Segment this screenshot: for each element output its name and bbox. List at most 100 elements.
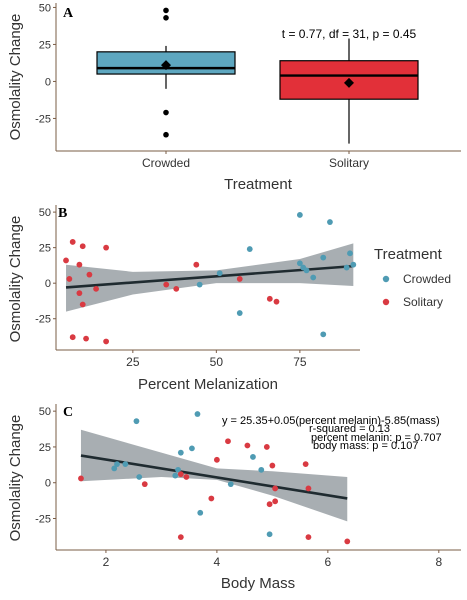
point-crowded [172,472,179,479]
y-tick-label: 50 [39,207,51,219]
point-solitary [269,462,276,469]
point-solitary [266,501,273,508]
point-solitary [263,444,270,450]
panel-b-points [63,212,357,345]
point-crowded [194,411,201,417]
point-solitary [93,285,99,292]
panel-c-annotation-melanin-p: percent melanin: p = 0.707 [311,432,442,444]
point-crowded [216,270,223,277]
panel-b-confidence-band [65,243,354,312]
panel-b-x-ticks: 25 50 75 [126,350,307,369]
x-tick-label: 50 [210,355,224,369]
y-tick-label: 50 [39,2,51,14]
panel-c-annotation-equation: y = 25.35+0.05(percent melanin)-5.85(mas… [222,415,440,427]
point-solitary [236,276,243,282]
point-crowded [320,331,327,338]
legend-swatch-solitary [382,298,390,306]
outlier-point [163,131,169,138]
point-crowded [111,465,118,472]
panel-c-confidence-band [80,429,348,522]
point-crowded [122,461,129,468]
point-solitary [76,261,83,268]
y-tick-label: 25 [39,442,51,454]
point-crowded [114,461,120,468]
panel-c-annotation-mass-p: body mass: p = 0.107 [313,440,418,452]
point-crowded [189,445,195,452]
mean-marker [344,77,354,88]
panel-c-y-ticks: -25 0 25 50 [35,406,56,526]
point-solitary [177,534,184,541]
point-crowded [196,281,203,288]
panel-a-boxes [96,7,419,144]
y-tick-label: -25 [35,314,51,326]
y-tick-label: 0 [45,76,51,88]
panel-a-x-label: Treatment [224,176,293,193]
point-solitary [163,281,170,288]
panel-c-x-ticks: 2 4 6 8 [103,550,442,569]
panel-a-y-label: Osmolality Change [7,14,24,141]
point-solitary [141,481,148,488]
point-solitary [69,239,76,245]
point-crowded [327,219,333,225]
point-crowded [175,466,181,473]
panel-b-x-label: Percent Melanization [138,376,278,393]
point-crowded [197,509,204,516]
point-crowded [320,254,327,261]
point-crowded [227,481,234,488]
panel-c-y-label: Osmolality Change [7,415,24,542]
point-solitary [78,475,84,482]
point-solitary [266,295,273,302]
legend-title: Treatment [374,246,443,263]
panel-b-label: B [58,206,67,221]
y-tick-label: 25 [39,243,51,255]
panel-c-x-label: Body Mass [221,575,295,592]
point-crowded [347,250,353,257]
point-crowded [343,264,350,271]
point-solitary [86,271,93,278]
confidence-band [80,429,348,522]
legend-swatch-crowded [382,275,390,283]
y-tick-label: 0 [45,478,51,490]
panel-c-points [78,411,351,545]
mean-marker [161,60,171,71]
panel-b-y-label: Osmolality Change [7,216,24,343]
point-solitary [83,335,89,342]
x-tick-label: 25 [126,355,140,369]
y-tick-label: -25 [35,514,51,526]
panel-c: C -25 0 25 50 2 4 6 8 y = 25.35+0.05(percent m… [7,404,461,592]
x-tick-label: 8 [435,555,442,569]
point-crowded [246,246,253,252]
point-crowded [296,212,303,218]
point-solitary [305,534,312,541]
panel-a-label: A [63,6,74,21]
x-tick-label: 4 [214,555,221,569]
point-solitary [244,442,251,449]
panel-a-x-ticks: Crowded Solitary [142,151,369,170]
point-solitary [69,334,76,341]
point-solitary [76,290,83,297]
outlier-point [163,14,169,21]
point-solitary [305,485,312,492]
point-crowded [133,418,140,425]
point-crowded [250,454,256,460]
y-tick-label: 0 [45,278,51,290]
point-solitary [225,438,231,445]
panel-a: A -25 0 25 50 Crowded Solitary t = 0.77, df … [7,2,461,193]
panel-c-label: C [63,405,73,420]
point-crowded [136,474,143,480]
point-solitary [272,485,279,492]
point-solitary [213,456,220,463]
point-solitary [63,257,69,264]
panel-b: B -25 0 25 50 25 50 75 Percent Melanization O… [7,205,451,393]
panel-a-annotation: t = 0.77, df = 31, p = 0.45 [282,27,417,41]
y-tick-label: -25 [35,113,51,125]
legend-label-crowded: Crowded [403,272,451,286]
point-crowded [310,274,317,281]
outlier-point [163,7,169,14]
point-solitary [273,298,280,305]
point-solitary [208,495,215,502]
x-tick-label: 6 [325,555,332,569]
point-solitary [66,276,73,282]
y-tick-label: 50 [39,406,51,418]
